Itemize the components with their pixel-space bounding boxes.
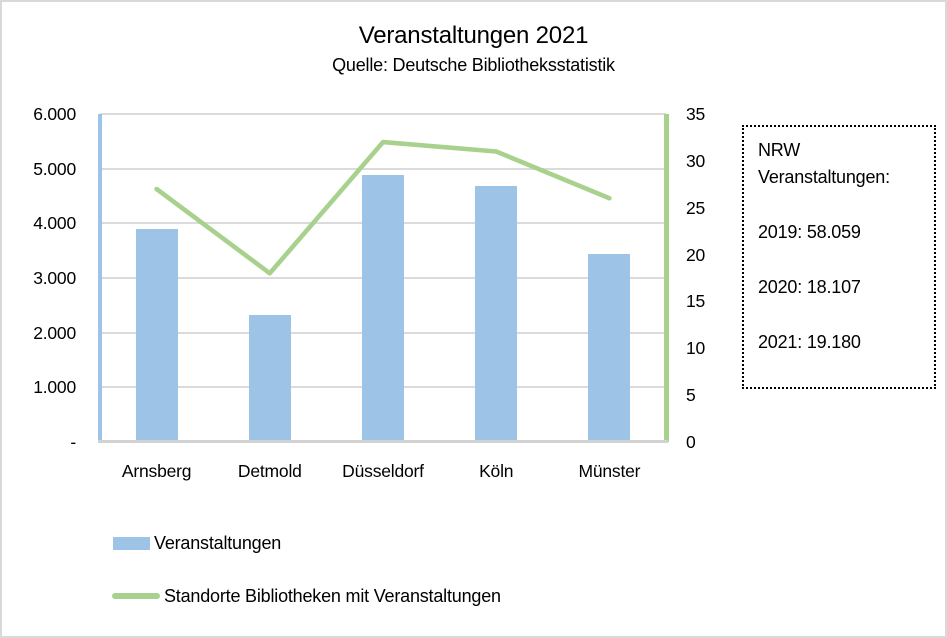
x-label-koln: Köln	[479, 461, 514, 481]
nrw-box-title-line: Veranstaltungen:	[758, 167, 890, 187]
left-axis-tick: 5.000	[33, 158, 76, 179]
bar-detmold	[248, 315, 291, 442]
gridline	[100, 167, 666, 170]
legend-label: Standorte Bibliotheken mit Veranstaltung…	[164, 586, 501, 606]
legend-swatch-bar	[113, 536, 150, 550]
nrw-box-entry: 2019: 58.059	[758, 222, 861, 242]
nrw-annotation-box: NRW Veranstaltungen: 2019: 58.059 2020: 1…	[742, 125, 936, 389]
nrw-box-title-line: NRW	[758, 140, 801, 160]
legend-item-line: Standorte Bibliotheken mit Veranstaltung…	[112, 585, 501, 607]
bar-munster	[588, 253, 631, 442]
right-axis-tick: 35	[686, 104, 706, 124]
legend-item-bar: Veranstaltungen	[113, 532, 281, 554]
line-series-standorte	[154, 139, 612, 276]
right-axis-line	[664, 114, 669, 442]
right-axis-tick: 25	[686, 197, 706, 218]
x-label-detmold: Detmold	[237, 461, 302, 481]
left-axis-tick: -	[70, 432, 76, 452]
left-axis-tick: 6.000	[33, 104, 76, 124]
nrw-box-entry: 2020: 18.107	[758, 277, 861, 297]
gridline	[100, 113, 666, 115]
bar-koln	[475, 185, 518, 442]
x-label-munster: Münster	[578, 461, 641, 481]
left-axis-tick: 4.000	[33, 213, 76, 234]
nrw-box-entry: 2021: 19.180	[758, 332, 861, 352]
right-axis-tick: 20	[686, 244, 706, 265]
legend-swatch-line	[112, 593, 160, 599]
plot-area	[98, 113, 669, 442]
x-axis-line	[98, 440, 668, 443]
right-axis-tick: 10	[686, 338, 706, 359]
left-axis-tick: 2.000	[33, 322, 76, 343]
left-axis-line	[98, 114, 102, 442]
left-axis-tick: 3.000	[33, 268, 76, 288]
x-label-arnsberg: Arnsberg	[121, 461, 192, 481]
right-axis-tick: 0	[686, 432, 696, 452]
legend-label: Veranstaltungen	[154, 533, 282, 553]
x-label-dusseldorf: Düsseldorf	[342, 461, 424, 481]
left-axis-tick: 1.000	[33, 377, 76, 398]
right-axis-tick: 5	[686, 385, 696, 406]
right-axis-tick: 30	[686, 150, 706, 171]
chart-subtitle: Quelle: Deutsche Bibliotheksstatistik	[332, 55, 615, 75]
chart-title: Veranstaltungen 2021	[358, 22, 589, 49]
right-axis-tick: 15	[686, 291, 706, 312]
bar-dusseldorf	[362, 175, 404, 442]
bar-arnsberg	[135, 228, 178, 442]
